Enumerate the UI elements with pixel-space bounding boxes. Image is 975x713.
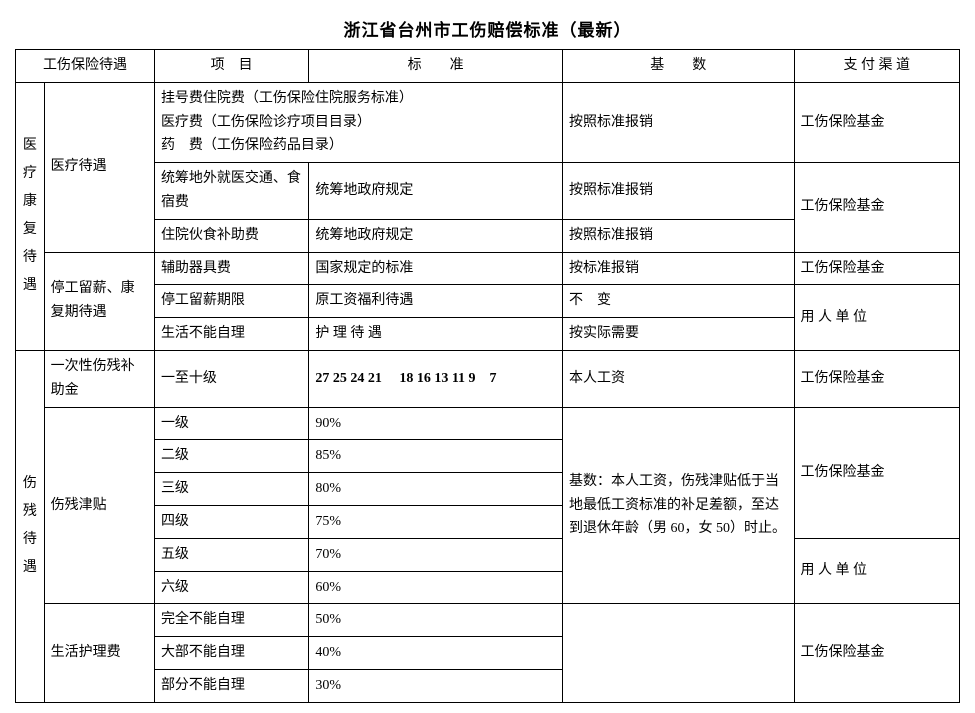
cell-level: 四级 — [154, 505, 308, 538]
cell-base-note: 基数：本人工资，伤残津贴低于当地最低工资标准的补足差额，至达到退休年龄（男 60… — [562, 407, 794, 604]
cell-pct: 90% — [309, 407, 563, 440]
sub-stop-work: 停工留薪、康复期待遇 — [44, 252, 154, 350]
cell-base: 不 变 — [562, 285, 794, 318]
cell-std: 护 理 待 遇 — [309, 318, 563, 351]
cell-pct: 30% — [309, 669, 563, 702]
cell-base: 按实际需要 — [562, 318, 794, 351]
cell-base — [562, 604, 794, 702]
cell-std: 统筹地政府规定 — [309, 163, 563, 220]
table-row: 生活护理费 完全不能自理 50% 工伤保险基金 — [16, 604, 960, 637]
cell-base: 按标准报销 — [562, 252, 794, 285]
cell-std: 原工资福利待遇 — [309, 285, 563, 318]
cell-pay: 工伤保险基金 — [794, 407, 959, 538]
table-row: 五级 70% 用 人 单 位 — [16, 538, 960, 571]
sub-allowance: 伤残津贴 — [44, 407, 154, 604]
cell-proj: 住院伙食补助费 — [154, 219, 308, 252]
cell-pct: 40% — [309, 637, 563, 670]
table-header-row: 工伤保险待遇 项 目 标 准 基 数 支 付 渠 道 — [16, 50, 960, 83]
cell-pay: 工伤保险基金 — [794, 604, 959, 702]
table-row: 统筹地外就医交通、食宿费 统筹地政府规定 按照标准报销 工伤保险基金 — [16, 163, 960, 220]
cell-pct: 70% — [309, 538, 563, 571]
cat-medical: 医疗康复待遇 — [16, 82, 45, 350]
table-row: 伤残待遇 一次性伤残补助金 一至十级 27 25 24 21 18 16 13 … — [16, 350, 960, 407]
cell-level: 三级 — [154, 473, 308, 506]
cell-care: 完全不能自理 — [154, 604, 308, 637]
cell-care: 大部不能自理 — [154, 637, 308, 670]
compensation-table: 工伤保险待遇 项 目 标 准 基 数 支 付 渠 道 医疗康复待遇 医疗待遇 挂… — [15, 49, 960, 703]
header-category: 工伤保险待遇 — [16, 50, 155, 83]
table-row: 医疗康复待遇 医疗待遇 挂号费住院费（工伤保险住院服务标准） 医疗费（工伤保险诊… — [16, 82, 960, 162]
cell-pct: 80% — [309, 473, 563, 506]
table-row: 停工留薪、康复期待遇 辅助器具费 国家规定的标准 按标准报销 工伤保险基金 — [16, 252, 960, 285]
cell-base: 本人工资 — [562, 350, 794, 407]
cell-level: 一级 — [154, 407, 308, 440]
cell-pay: 工伤保险基金 — [794, 350, 959, 407]
cell-pct: 75% — [309, 505, 563, 538]
header-standard: 标 准 — [309, 50, 563, 83]
table-row: 停工留薪期限 原工资福利待遇 不 变 用 人 单 位 — [16, 285, 960, 318]
cell-level: 六级 — [154, 571, 308, 604]
header-project: 项 目 — [154, 50, 308, 83]
cell-pay: 工伤保险基金 — [794, 82, 959, 162]
table-row: 伤残津贴 一级 90% 基数：本人工资，伤残津贴低于当地最低工资标准的补足差额，… — [16, 407, 960, 440]
cell-proj: 生活不能自理 — [154, 318, 308, 351]
cell-proj: 挂号费住院费（工伤保险住院服务标准） 医疗费（工伤保险诊疗项目目录） 药 费（工… — [154, 82, 562, 162]
cell-pay: 用 人 单 位 — [794, 538, 959, 604]
cell-pay: 工伤保险基金 — [794, 163, 959, 252]
cell-base: 按照标准报销 — [562, 163, 794, 220]
cell-std: 国家规定的标准 — [309, 252, 563, 285]
sub-medical-treatment: 医疗待遇 — [44, 82, 154, 252]
cell-proj: 一至十级 — [154, 350, 308, 407]
cell-pay: 用 人 单 位 — [794, 285, 959, 351]
sub-onetime: 一次性伤残补助金 — [44, 350, 154, 407]
cell-level: 五级 — [154, 538, 308, 571]
cat-disability: 伤残待遇 — [16, 350, 45, 702]
page-title: 浙江省台州市工伤赔偿标准（最新） — [15, 16, 960, 41]
cell-proj: 统筹地外就医交通、食宿费 — [154, 163, 308, 220]
cell-base: 按照标准报销 — [562, 219, 794, 252]
cell-std: 统筹地政府规定 — [309, 219, 563, 252]
header-base: 基 数 — [562, 50, 794, 83]
cell-level: 二级 — [154, 440, 308, 473]
cell-pct: 85% — [309, 440, 563, 473]
cell-pct: 50% — [309, 604, 563, 637]
cell-std: 27 25 24 21 18 16 13 11 9 7 — [309, 350, 563, 407]
cell-proj: 停工留薪期限 — [154, 285, 308, 318]
cell-pay: 工伤保险基金 — [794, 252, 959, 285]
cell-pct: 60% — [309, 571, 563, 604]
cell-proj: 辅助器具费 — [154, 252, 308, 285]
header-payment: 支 付 渠 道 — [794, 50, 959, 83]
sub-life-care: 生活护理费 — [44, 604, 154, 702]
cell-base: 按照标准报销 — [562, 82, 794, 162]
cell-care: 部分不能自理 — [154, 669, 308, 702]
